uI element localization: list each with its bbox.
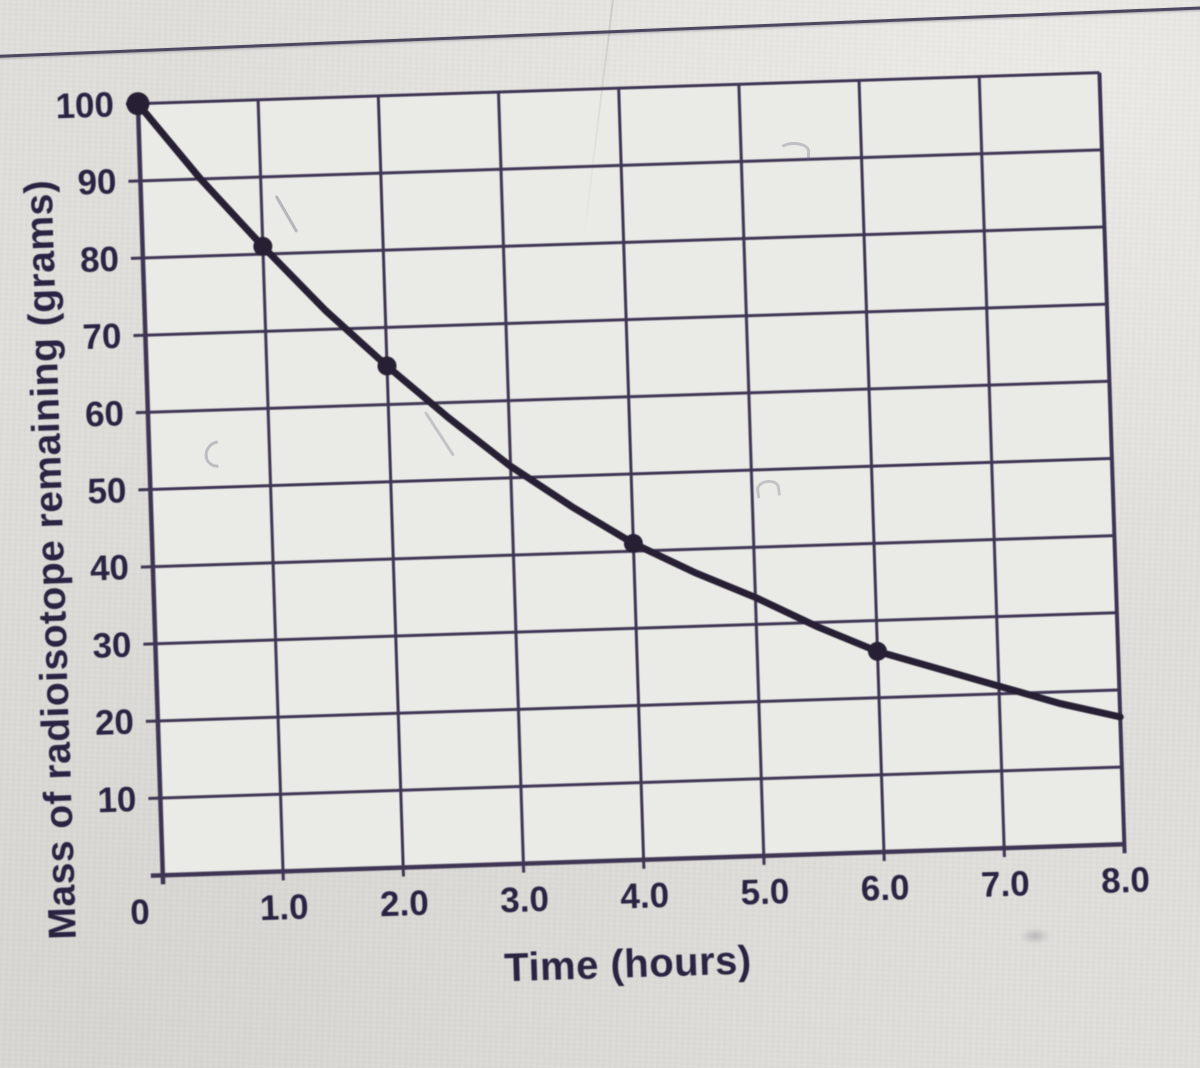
x-tick-label: 5.0 (740, 872, 790, 913)
x-tick-label: 3.0 (500, 880, 550, 921)
y-tick-label: 100 (55, 85, 115, 126)
y-tick-label: 10 (97, 780, 137, 820)
grid-line-horizontal (140, 534, 1115, 569)
grid-line-vertical (977, 76, 1006, 858)
grid-line-vertical (256, 99, 285, 881)
grid-line-horizontal (145, 688, 1120, 723)
y-tick-label: 90 (77, 163, 117, 203)
grid-line-horizontal (135, 379, 1110, 415)
y-tick-label: 60 (84, 394, 124, 434)
grid-line-horizontal (128, 148, 1102, 183)
y-tick-label: 70 (82, 317, 122, 357)
grid-line-vertical (376, 95, 406, 877)
grid-line-horizontal (138, 456, 1112, 492)
y-tick-label: 20 (94, 703, 134, 743)
grid-line-horizontal (133, 302, 1107, 338)
x-tick-label: 4.0 (620, 876, 670, 917)
grid-line-vertical (857, 80, 886, 862)
grid-line-horizontal (125, 71, 1100, 106)
y-tick-label: 80 (79, 240, 119, 280)
grid-line-horizontal (143, 611, 1117, 646)
data-point (623, 533, 643, 553)
x-tick-label: 8.0 (1101, 860, 1151, 901)
x-tick-label: 7.0 (980, 864, 1030, 905)
grid-line-vertical (737, 84, 766, 865)
grid-line-horizontal (148, 765, 1122, 801)
y-tick-label: 30 (92, 626, 132, 666)
data-point (253, 236, 273, 256)
decay-curve-chart: 0 1.0 2.0 3.0 4.0 5.0 6.0 7.0 8.0 100 90 80 70 60 50 40… (55, 71, 1151, 933)
y-tick-label: 40 (89, 548, 129, 588)
x-tick-label: 2.0 (379, 884, 429, 925)
data-point (377, 356, 397, 376)
grid-line-vertical (1097, 72, 1127, 854)
chart-block: 0 1.0 2.0 3.0 4.0 5.0 6.0 7.0 8.0 100 90 80 70 60 50 40… (17, 71, 1151, 990)
x-axis-line (150, 841, 1125, 878)
x-tick-label: 6.0 (860, 868, 910, 909)
y-tick-label: 50 (87, 471, 127, 511)
x-tick-label: 1.0 (259, 888, 309, 929)
x-tick-label: 0 (130, 893, 151, 933)
grid-line-vertical (496, 92, 526, 873)
y-axis-line (135, 103, 166, 885)
data-point (126, 92, 150, 116)
grid-line-vertical (617, 88, 646, 869)
grid-line-horizontal (130, 225, 1105, 260)
data-point (867, 641, 887, 661)
